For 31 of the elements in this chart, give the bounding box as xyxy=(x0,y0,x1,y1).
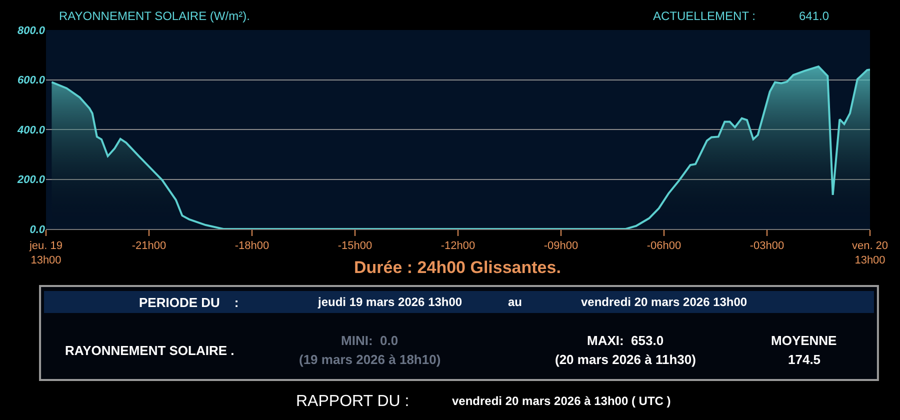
x-tick-label: -12h00 xyxy=(440,240,476,252)
text: MOYENNE xyxy=(771,333,838,348)
text: jeudi 19 mars 2026 13h00 xyxy=(317,295,462,309)
chart-title: RAYONNEMENT SOLAIRE (W/m²). xyxy=(59,9,250,23)
text: Durée : 24h00 Glissantes. xyxy=(354,258,561,277)
y-tick-label: 200.0 xyxy=(16,174,46,186)
text: 641.0 xyxy=(799,9,830,23)
y-tick-label: 800.0 xyxy=(17,24,46,37)
text: (20 mars 2026 à 11h30) xyxy=(555,352,696,367)
text: au xyxy=(508,295,522,309)
text: MINI: 0.0 xyxy=(341,333,398,348)
text: ACTUELLEMENT : xyxy=(653,9,756,23)
x-tick-label: -03h00 xyxy=(750,240,784,252)
y-tick-label: 0.0 xyxy=(30,224,46,236)
text: PERIODE DU : xyxy=(139,295,239,310)
x-tick-label: jeu. 19 13h00 xyxy=(28,240,63,266)
y-tick-label: 400.0 xyxy=(16,124,46,136)
text: vendredi 20 mars 2026 à 13h00 ( UTC ) xyxy=(452,394,671,408)
text: MAXI: 653.0 xyxy=(587,333,664,348)
text: (19 mars 2026 à 18h10) xyxy=(299,352,441,367)
x-tick-label: -09h00 xyxy=(544,240,578,252)
x-tick-label: ven. 20 13h00 xyxy=(852,240,888,266)
x-tick-label: -15h00 xyxy=(338,240,372,252)
x-tick-label: -18h00 xyxy=(234,240,270,252)
x-tick-label: -06h00 xyxy=(646,240,682,252)
x-tick-label: -21h00 xyxy=(132,240,166,252)
text: vendredi 20 mars 2026 13h00 xyxy=(581,295,748,309)
y-tick-label: 600.0 xyxy=(17,74,46,87)
text: 174.5 xyxy=(788,352,821,367)
text: RAPPORT DU : xyxy=(296,393,410,410)
text: RAYONNEMENT SOLAIRE . xyxy=(65,343,234,358)
